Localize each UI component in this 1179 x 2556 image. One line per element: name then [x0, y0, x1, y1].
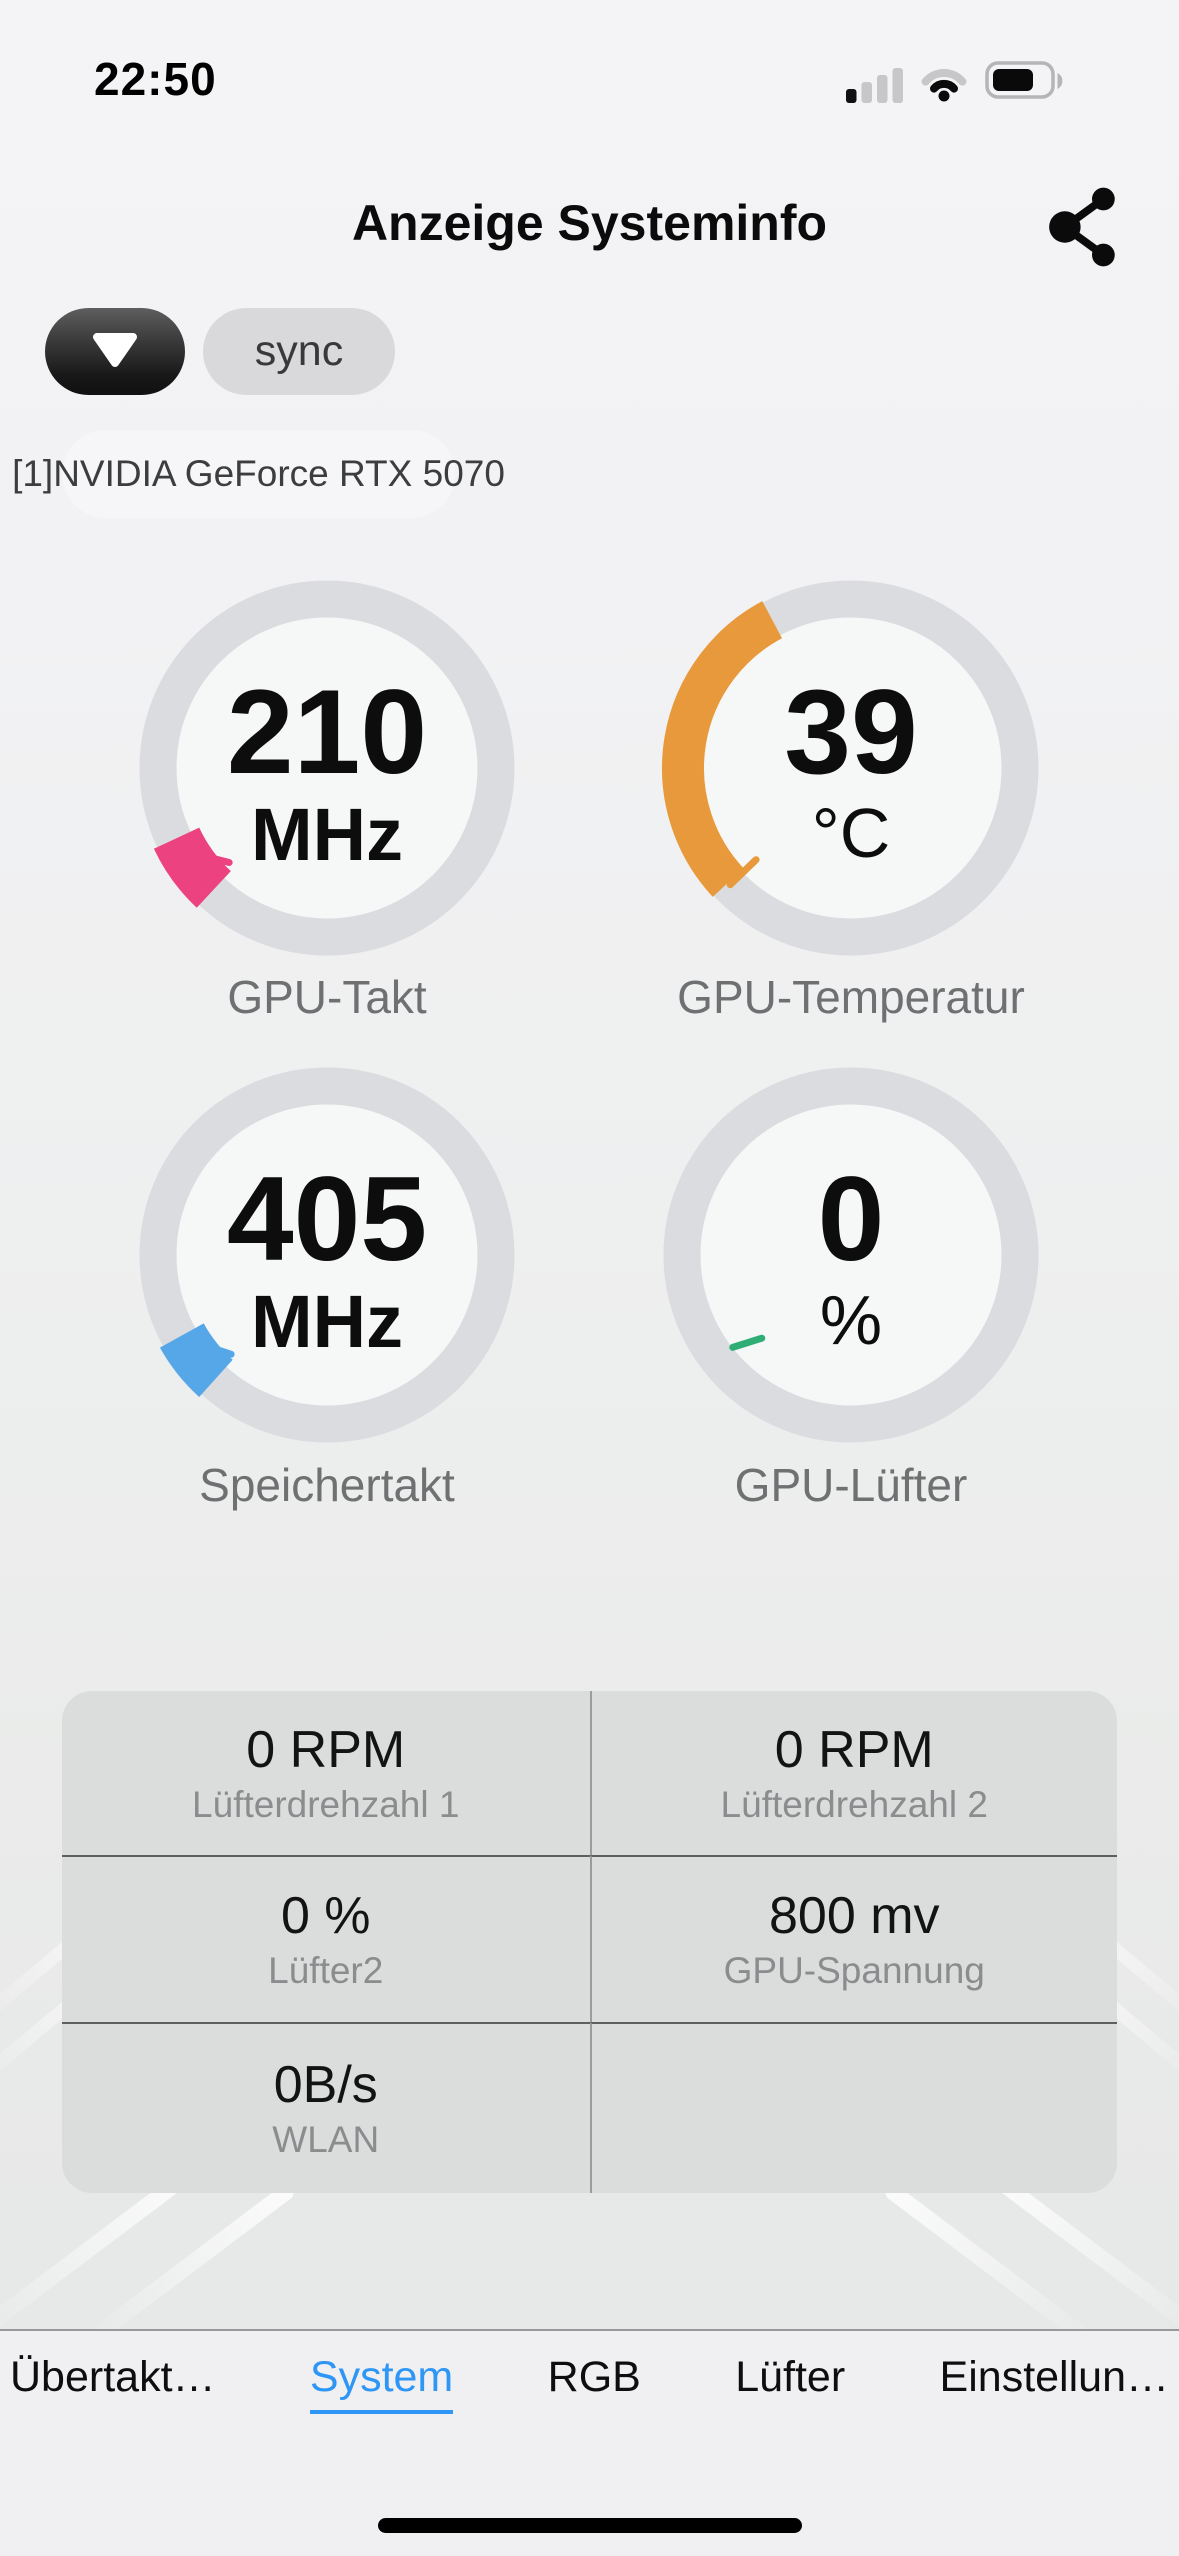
- gpu-dropdown-button[interactable]: [45, 308, 185, 395]
- tab-settings[interactable]: Einstellun…: [940, 2353, 1169, 2410]
- cell-label: Lüfterdrehzahl 2: [720, 1783, 988, 1825]
- table-cell-fan2-rpm: 0 RPM Lüfterdrehzahl 2: [589, 1691, 1118, 1855]
- sync-button[interactable]: sync: [203, 308, 395, 395]
- gauge-unit: MHz: [250, 793, 404, 876]
- decor-stripe: [990, 2171, 1179, 2341]
- gauge-unit: °C: [811, 794, 891, 872]
- table-cell-gpu-voltage: 800 mv GPU-Spannung: [589, 1855, 1117, 2022]
- gauge-ring: [139, 1067, 515, 1443]
- chevron-down-icon: [92, 333, 138, 370]
- gauge-gpu-clock: 210 MHz: [137, 578, 517, 958]
- gauge-label-gpu-clock: GPU-Takt: [227, 971, 427, 1023]
- cell-label: Lüfter2: [268, 1950, 384, 1991]
- gauge-ring: [663, 1067, 1039, 1443]
- gauge-unit: %: [819, 1281, 883, 1359]
- cell-value: 800 mv: [768, 1887, 940, 1945]
- cell-value: 0B/s: [273, 2056, 378, 2114]
- table-cell-fan1-rpm: 0 RPM Lüfterdrehzahl 1: [62, 1691, 590, 1855]
- decor-stripe: [882, 2181, 1100, 2351]
- share-icon: [1042, 185, 1128, 272]
- table-cell-wlan: 0B/s WLAN: [62, 2022, 590, 2193]
- gauge-value: 0: [817, 1152, 885, 1286]
- home-indicator[interactable]: [377, 2518, 802, 2533]
- table-cell-fan2-percent: 0 % Lüfter2: [62, 1855, 590, 2022]
- gauge-ring: [139, 580, 515, 956]
- status-time: 22:50: [94, 53, 217, 105]
- battery-icon: [985, 59, 1069, 108]
- tab-rgb[interactable]: RGB: [548, 2353, 641, 2410]
- gauge-label-gpu-fan: GPU-Lüfter: [734, 1459, 968, 1511]
- cell-value: 0 %: [280, 1887, 371, 1945]
- tabbar-divider: [0, 2329, 1179, 2331]
- cellular-signal-icon: [846, 59, 903, 108]
- tab-fan[interactable]: Lüfter: [735, 2353, 845, 2410]
- cell-value: 0 RPM: [774, 1720, 934, 1779]
- tab-system[interactable]: System: [309, 2353, 454, 2414]
- cell-label: Lüfterdrehzahl 1: [192, 1783, 460, 1825]
- decor-stripe: [0, 2171, 189, 2341]
- table-cell-empty: [589, 2022, 1117, 2193]
- gauge-unit: MHz: [250, 1280, 404, 1363]
- share-button[interactable]: [1040, 184, 1130, 272]
- cell-label: WLAN: [272, 2119, 380, 2160]
- gauge-label-memory-clock: Speichertakt: [199, 1459, 455, 1511]
- gauge-gpu-temperature: 39 °C: [661, 578, 1041, 958]
- status-icons: [846, 58, 1146, 108]
- tab-overclock[interactable]: Übertakt…: [10, 2353, 216, 2410]
- gauge-memory-clock: 405 MHz: [137, 1065, 517, 1445]
- decor-stripe: [79, 2181, 297, 2351]
- gauge-label-gpu-temperature: GPU-Temperatur: [677, 971, 1025, 1023]
- cell-label: GPU-Spannung: [723, 1950, 985, 1991]
- gauge-value: 39: [784, 665, 918, 799]
- cell-value: 0 RPM: [246, 1720, 406, 1779]
- stats-table: 0 RPM Lüfterdrehzahl 1 0 RPM Lüfterdrehz…: [62, 1691, 1117, 2193]
- gpu-selector-chip[interactable]: [1]NVIDIA GeForce RTX 5070: [12, 430, 505, 518]
- gauge-value: 405: [226, 1152, 428, 1286]
- wifi-icon: [919, 59, 969, 108]
- page-title: Anzeige Systeminfo: [351, 195, 828, 251]
- gauge-gpu-fan: 0 %: [661, 1065, 1041, 1445]
- gauge-value: 210: [226, 665, 428, 799]
